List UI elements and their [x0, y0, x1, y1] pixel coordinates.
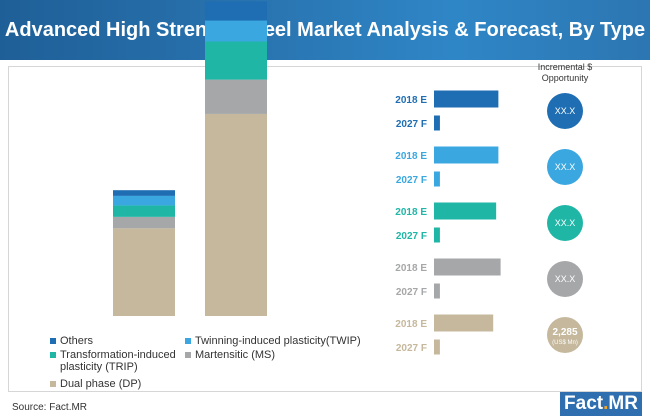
legend-label-others: Others	[60, 335, 94, 347]
chart-frame	[8, 66, 642, 392]
opportunity-circle-ms	[547, 261, 583, 297]
header-banner	[0, 0, 650, 60]
opportunity-circle-trip	[547, 205, 583, 241]
factmr-logo: Fact.MR	[560, 392, 642, 416]
legend-label-twip: Twinning-induced plasticity(TWIP)	[195, 335, 361, 347]
opportunity-value-others: XX.X	[555, 106, 576, 116]
stacked-bar-2018-e-others	[113, 190, 175, 196]
legend-item-trip: Transformation-induced plasticity (TRIP)	[50, 349, 190, 373]
hbar-dp-2027-f	[434, 339, 440, 355]
legend-swatch-twip	[185, 338, 191, 344]
legend-item-twip: Twinning-induced plasticity(TWIP)	[185, 335, 375, 347]
hbar-others-2018-e	[434, 90, 499, 108]
stacked-bar-2027-f-ms	[205, 79, 267, 114]
opportunity-circle-others	[547, 93, 583, 129]
stacked-bar-2027-f-dp	[205, 113, 267, 316]
legend-item-others: Others	[50, 335, 180, 347]
year-label-trip-1: 2027 F	[396, 231, 427, 242]
opportunity-value-ms: XX.X	[555, 274, 576, 284]
page-title: Advanced High Strength Steel Market Anal…	[4, 19, 646, 41]
stacked-bar-2027-f-others	[205, 1, 267, 21]
year-label-others-1: 2027 F	[396, 119, 427, 130]
hbar-twip-2027-f	[434, 171, 440, 187]
legend-label-dp: Dual phase (DP)	[60, 378, 142, 390]
stacked-bar-2018-e-trip	[113, 205, 175, 217]
year-label-trip-0: 2018 E	[395, 207, 427, 218]
hbar-ms-2027-f	[434, 283, 440, 299]
stacked-bar-2018-e-dp	[113, 228, 175, 316]
year-label-dp-0: 2018 E	[395, 319, 427, 330]
stacked-bar-2018-e-twip	[113, 195, 175, 206]
opportunity-circle-dp	[547, 317, 583, 353]
legend-swatch-trip	[50, 352, 56, 358]
hbar-dp-2018-e	[434, 314, 494, 332]
year-label-twip-0: 2018 E	[395, 151, 427, 162]
hbar-ms-2018-e	[434, 258, 501, 276]
year-label-others-0: 2018 E	[395, 95, 427, 106]
legend-label-trip: Transformation-induced plasticity (TRIP)	[60, 349, 176, 373]
opportunity-circle-twip	[547, 149, 583, 185]
year-label-ms-1: 2027 F	[396, 287, 427, 298]
opportunity-header: Incremental $ Opportunity	[537, 62, 593, 83]
legend-label-ms: Martensitic (MS)	[195, 349, 276, 361]
legend-item-ms: Martensitic (MS)	[185, 349, 375, 361]
stacked-bar-2018-e-ms	[113, 216, 175, 229]
legend-swatch-ms	[185, 352, 191, 358]
hbar-trip-2027-f	[434, 227, 440, 243]
stacked-bar-2027-f-trip	[205, 41, 267, 80]
opportunity-unit-dp: (US$ Mn)	[552, 340, 578, 346]
year-label-twip-1: 2027 F	[396, 175, 427, 186]
opportunity-value-twip: XX.X	[555, 162, 576, 172]
legend-swatch-others	[50, 338, 56, 344]
hbar-trip-2018-e	[434, 202, 497, 220]
legend-item-dp: Dual phase (DP)	[50, 378, 180, 390]
opportunity-value-dp: 2,285	[552, 327, 577, 338]
year-label-ms-0: 2018 E	[395, 263, 427, 274]
legend-swatch-dp	[50, 381, 56, 387]
opportunity-value-trip: XX.X	[555, 218, 576, 228]
hbar-twip-2018-e	[434, 146, 499, 164]
hbar-others-2027-f	[434, 115, 440, 131]
source-note: Source: Fact.MR	[12, 402, 88, 413]
year-label-dp-1: 2027 F	[396, 343, 427, 354]
stacked-bar-2027-f-twip	[205, 20, 267, 42]
